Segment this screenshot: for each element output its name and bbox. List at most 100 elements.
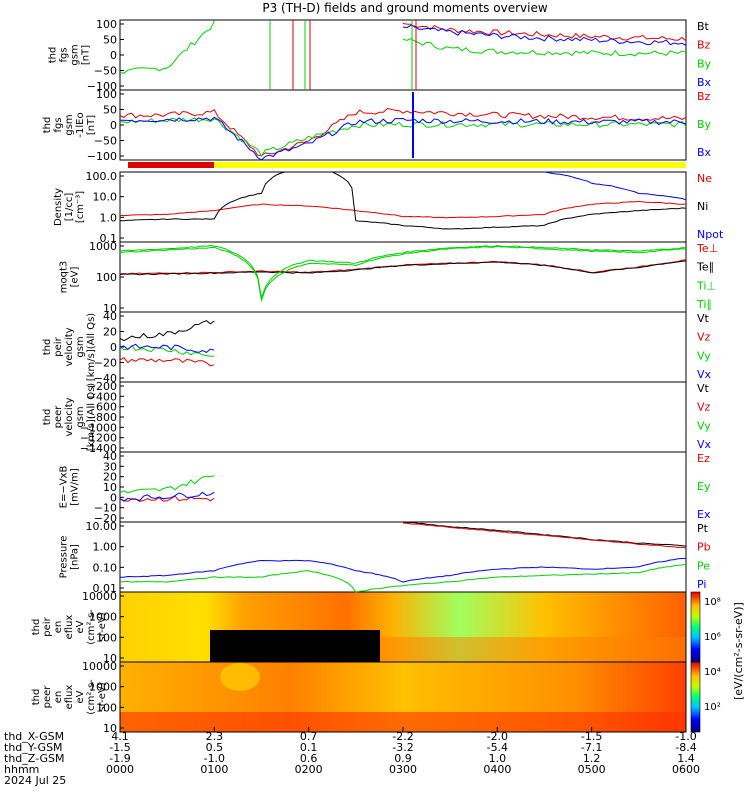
series-Pt	[402, 521, 687, 547]
legend-Vt: Vt	[697, 382, 710, 395]
legend-Bt: Bt	[697, 20, 710, 33]
y-tick-label: 10	[103, 722, 117, 735]
ephem-value: 2.3	[206, 730, 224, 743]
series-Ne	[119, 200, 687, 219]
colorbar-tick: 10⁴	[704, 667, 721, 678]
y-tick-label: 0	[110, 49, 117, 62]
series-Ey	[119, 475, 215, 494]
ephem-value: 1.4	[677, 752, 695, 765]
ephem-value: -3.2	[392, 741, 413, 754]
legend-Ti∥: Ti∥	[696, 298, 712, 311]
series-Ex	[119, 491, 215, 502]
ephem-value: 0200	[295, 763, 323, 776]
y-axis-label: gsm	[64, 114, 75, 135]
y-tick-label: 0	[110, 491, 117, 504]
ephem-value: 0.1	[300, 741, 318, 754]
y-tick-label: 10000	[82, 590, 117, 603]
y-tick-label: 100	[96, 701, 117, 714]
y-tick-label: 0	[110, 341, 117, 354]
y-tick-label: 10.00	[86, 520, 118, 533]
ephem-value: 0000	[106, 763, 134, 776]
panel-3: 100.0 10.0 1.0 0.1 Density [1/cc] [cm⁻³] Ne Ni Np…	[53, 170, 724, 245]
y-axis-label: (cm²-s-	[86, 609, 97, 645]
y-axis-label: peir	[53, 336, 64, 356]
y-tick-label: 50	[103, 104, 117, 117]
ephem-row-label: thd_Z-GSM	[4, 752, 64, 765]
y-tick-label: −20	[94, 512, 117, 525]
y-axis-label: Pressure	[59, 536, 70, 579]
panel-10: 10000 1000 100 10 thd peer en eflux eV (cm²-s-sr-…	[31, 660, 687, 735]
y-tick-label: −600	[87, 401, 117, 414]
y-tick-label: 0.01	[93, 582, 118, 595]
ephem-value: 0300	[389, 763, 417, 776]
y-tick-label: 40	[103, 450, 117, 463]
ephem-value: -7.1	[581, 741, 602, 754]
y-axis-label: thd	[42, 409, 53, 426]
y-axis-label: fgs	[59, 47, 70, 62]
y-tick-label: −1200	[80, 432, 117, 445]
panel-8: 10.00 1.00 0.10 0.01 Pressure [nPa] Pt Pb Pe Pi	[59, 520, 711, 595]
ephem-row-label: thd_X-GSM	[4, 730, 64, 743]
ephem-value: 0.9	[394, 752, 412, 765]
y-axis-label: [nPa]	[70, 544, 81, 570]
panel-frame	[119, 241, 687, 313]
y-axis-label: [nT]	[86, 115, 97, 135]
ion-low-energy-noise	[210, 630, 380, 662]
y-tick-label: 10	[103, 652, 117, 665]
legend-Pe: Pe	[697, 559, 710, 572]
legend-Vy: Vy	[697, 419, 711, 432]
panel-frame	[119, 311, 687, 383]
panel-9: 10000 1000 100 10 thd peir en eflux eV (cm²-s-sr-…	[31, 590, 687, 665]
legend-Ex: Ex	[697, 508, 711, 521]
y-axis-label: thd	[42, 117, 53, 134]
y-axis-label: [cm⁻³]	[75, 191, 86, 223]
y-axis-label: thd	[31, 689, 42, 706]
colorbar-top	[690, 591, 701, 663]
panel-frame	[119, 381, 687, 453]
legend-By: By	[697, 118, 712, 131]
y-tick-label: 100.0	[86, 170, 118, 183]
plot-title: P3 (TH-D) fields and ground moments over…	[262, 1, 547, 15]
legend-Bx: Bx	[697, 146, 712, 159]
y-axis-label: sr-eV)	[97, 612, 108, 641]
ephem-row-label: thd_Y-GSM	[4, 741, 63, 754]
ephem-value: -8.4	[675, 741, 696, 754]
y-axis-label: peer	[42, 685, 53, 709]
y-tick-label: −50	[94, 65, 117, 78]
y-axis-label: thd	[48, 47, 59, 64]
legend-Pb: Pb	[697, 541, 711, 554]
legend-Ti⊥: Ti⊥	[696, 279, 716, 292]
legend-Vx: Vx	[697, 438, 712, 451]
y-axis-label: eflux	[64, 615, 75, 640]
y-tick-label: 40	[103, 310, 117, 323]
series-Npot	[544, 171, 687, 201]
y-axis-label: velocity	[64, 397, 75, 436]
ephem-value: 1.0	[489, 752, 507, 765]
ephem-value: 1.2	[583, 752, 601, 765]
series-By	[119, 117, 687, 157]
ephem-value: 0400	[483, 763, 511, 776]
quality-bar-yellow	[214, 162, 686, 168]
legend-Pi: Pi	[697, 578, 706, 591]
series-Pi	[120, 557, 687, 583]
y-tick-label: 1000	[89, 240, 117, 253]
panel-frame	[119, 19, 687, 91]
y-tick-label: 0.1	[100, 232, 118, 245]
y-axis-label: [mV/m]	[70, 468, 81, 506]
y-tick-label: 10	[103, 302, 117, 315]
ephem-value: 0.7	[300, 730, 318, 743]
ephem-value: -2.2	[392, 730, 413, 743]
y-tick-label: 30	[103, 460, 117, 473]
y-axis-label: thd	[31, 619, 42, 636]
colorbar-tick: 10⁶	[704, 632, 721, 643]
y-axis-label: fgs	[53, 117, 64, 132]
y-tick-label: −20	[94, 357, 117, 370]
ephem-value: 0.5	[206, 741, 224, 754]
legend-By: By	[697, 57, 712, 70]
ephem-value: -1.9	[109, 752, 130, 765]
legend-Ey: Ey	[697, 480, 711, 493]
legend-Vz: Vz	[697, 401, 711, 414]
y-tick-label: 0.10	[93, 561, 118, 574]
